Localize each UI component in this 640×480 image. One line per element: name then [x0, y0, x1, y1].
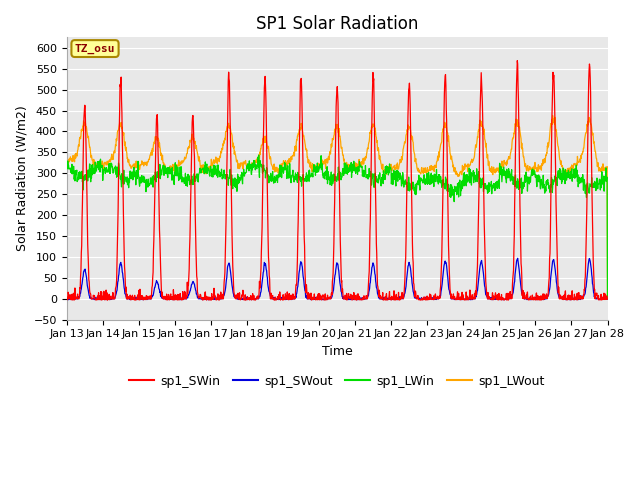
Text: TZ_osu: TZ_osu: [75, 44, 115, 54]
X-axis label: Time: Time: [322, 345, 353, 358]
Y-axis label: Solar Radiation (W/m2): Solar Radiation (W/m2): [15, 106, 28, 252]
Title: SP1 Solar Radiation: SP1 Solar Radiation: [256, 15, 419, 33]
Legend: sp1_SWin, sp1_SWout, sp1_LWin, sp1_LWout: sp1_SWin, sp1_SWout, sp1_LWin, sp1_LWout: [124, 370, 550, 393]
